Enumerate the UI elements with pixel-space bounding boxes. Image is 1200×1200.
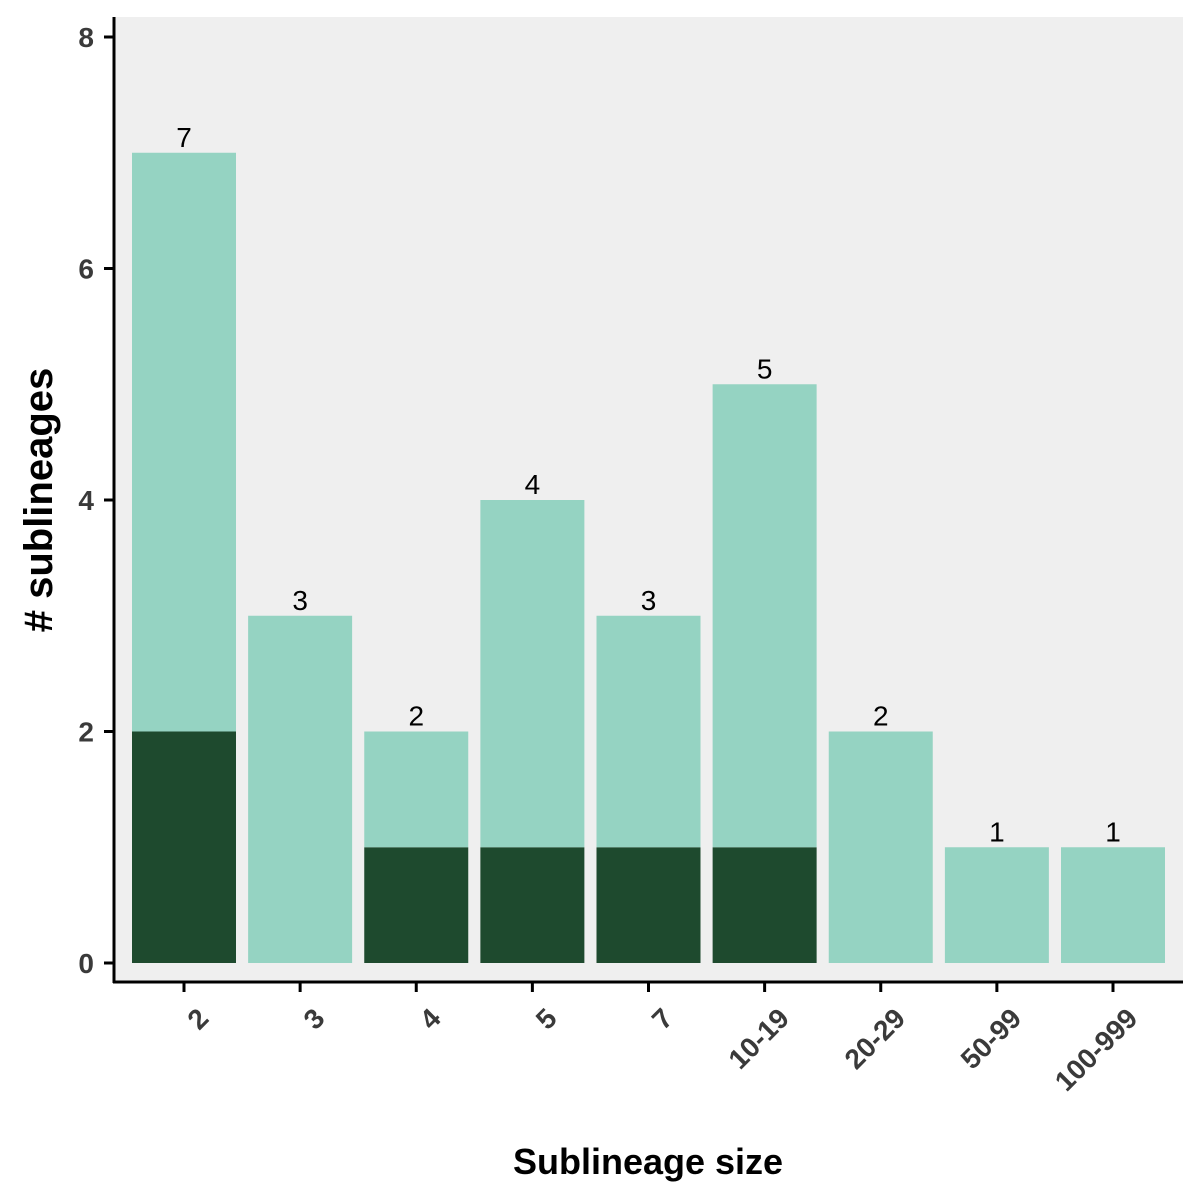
- bar-segment-7-s1: [596, 847, 701, 963]
- bar-segment-2-s1: [132, 731, 236, 963]
- bar-segment-5-s2: [480, 500, 585, 848]
- bar-segment-50-99-s2: [944, 847, 1049, 963]
- bar-segment-5-s1: [480, 847, 585, 963]
- bar-segment-10-19-s2: [712, 384, 817, 848]
- y-axis-title: # sublineages: [17, 368, 61, 633]
- bar-segment-7-s2: [596, 615, 701, 848]
- x-tick-label: 50-99: [955, 1002, 1028, 1075]
- x-axis-title: Sublineage size: [513, 1141, 783, 1182]
- bar-segment-4-s1: [364, 847, 469, 963]
- bar-segment-100-999-s2: [1061, 847, 1165, 963]
- bar-total-label: 1: [1105, 816, 1121, 847]
- x-tick-label: 5: [530, 1002, 563, 1035]
- x-ticks-layer: 2 3 4 5 7 10-19 20-29 50-99 100-999: [181, 982, 1143, 1097]
- x-tick-label: 2: [181, 1002, 214, 1035]
- x-tick-label: 10-19: [722, 1002, 795, 1075]
- bar-segment-4-s2: [364, 731, 469, 848]
- y-tick-label: 4: [78, 485, 94, 516]
- y-tick-label: 2: [78, 717, 94, 748]
- bar-total-label: 4: [525, 469, 541, 500]
- bar-total-label: 5: [757, 353, 773, 384]
- bar-total-label: 2: [873, 701, 889, 732]
- x-tick-label: 20-29: [839, 1002, 912, 1075]
- bar-total-label: 3: [292, 585, 308, 616]
- y-tick-label: 8: [78, 22, 94, 53]
- data-labels-layer: 7 3 2 4 3 5 2 1 1: [176, 122, 1121, 848]
- bar-total-label: 2: [408, 701, 424, 732]
- x-tick-label: 3: [298, 1002, 331, 1035]
- bar-segment-10-19-s1: [712, 847, 817, 963]
- bar-segment-2-s2: [132, 152, 236, 732]
- x-tick-label: 4: [414, 1002, 447, 1035]
- bar-total-label: 1: [989, 816, 1005, 847]
- bar-total-label: 3: [641, 585, 657, 616]
- x-tick-label: 7: [646, 1002, 679, 1035]
- y-tick-label: 0: [78, 948, 94, 979]
- bars-layer: [132, 152, 1165, 963]
- bar-segment-3-s2: [248, 615, 353, 963]
- x-tick-label: 100-999: [1049, 1002, 1144, 1097]
- bar-total-label: 7: [176, 122, 192, 153]
- y-ticks-layer: 0 2 4 6 8: [78, 22, 114, 979]
- y-tick-label: 6: [78, 254, 94, 285]
- bar-segment-20-29-s2: [828, 731, 933, 963]
